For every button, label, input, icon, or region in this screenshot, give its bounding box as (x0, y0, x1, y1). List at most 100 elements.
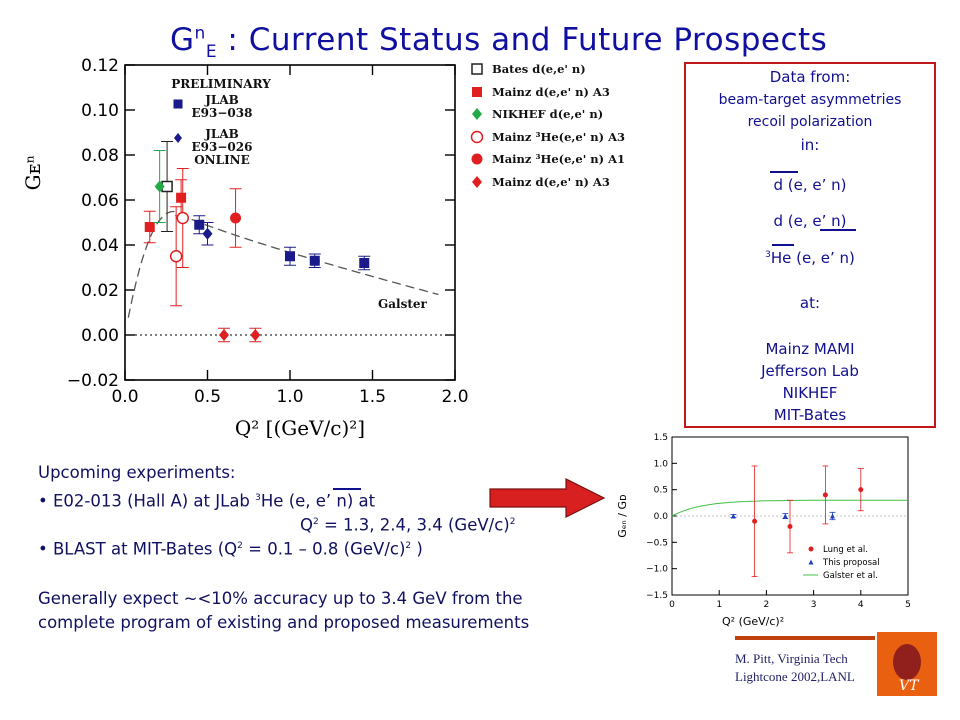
summary-line-2: complete program of existing and propose… (38, 613, 530, 632)
summary-line-1: Generally expect ~<10% accuracy up to 3.… (38, 589, 523, 608)
credit-author: M. Pitt, Virginia Tech (735, 651, 848, 666)
data-point (829, 513, 835, 519)
chart-annotation: JLAB (204, 127, 239, 141)
data-point (822, 492, 828, 498)
legend-marker (471, 63, 483, 75)
data-point (808, 559, 814, 565)
y-tick-label: −0.5 (646, 538, 668, 548)
info-method-2: recoil polarization (747, 114, 873, 130)
data-point (471, 153, 483, 165)
legend-marker (472, 86, 482, 97)
legend-entry: NIKHEF d(e,e' n) (470, 103, 675, 126)
data-point (782, 513, 788, 519)
big-red-arrow-icon (489, 478, 606, 518)
x-tick-label: 4 (858, 600, 864, 610)
data-point (194, 219, 205, 230)
legend-marker (471, 153, 483, 165)
legend-entry: Mainz d(e,e' n) A3 (470, 81, 675, 104)
y-tick-label: 0.08 (81, 146, 119, 166)
x-tick-label: 1.0 (276, 387, 303, 407)
lab-nikhef: NIKHEF (782, 384, 838, 402)
svg-text:VT: VT (899, 678, 920, 694)
y-tick-label: 0.00 (81, 326, 119, 346)
x-tick-label: 2.0 (441, 387, 468, 407)
upcoming-heading: Upcoming experiments: (38, 463, 236, 482)
legend-entry: Mainz d(e,e' n) A3 (470, 171, 675, 194)
data-point (202, 227, 213, 240)
y-tick-label: 0.0 (654, 512, 669, 522)
data-point (176, 192, 187, 203)
credit-conference: Lightcone 2002,LANL (735, 669, 855, 684)
data-point (250, 329, 261, 341)
legend-label: NIKHEF d(e,e' n) (492, 107, 604, 122)
lab-jlab: Jefferson Lab (761, 362, 859, 380)
x-tick-label: 3 (811, 600, 817, 610)
info-heading: Data from: (769, 68, 851, 86)
data-point (154, 180, 165, 193)
y-tick-label: 1.0 (654, 459, 669, 469)
legend-label: Mainz d(e,e' n) A3 (492, 84, 610, 99)
upcoming-q2-values: Q2 = 1.3, 2.4, 3.4 (GeV/c)2 (300, 515, 516, 535)
data-point (787, 524, 793, 530)
hokie-bird-icon: VT (893, 644, 921, 694)
y-tick-label: 0.5 (654, 486, 668, 496)
vector-arrow (772, 244, 794, 246)
y-tick-label: −1.0 (646, 565, 668, 575)
galster-label: Galster (378, 297, 428, 311)
data-point (230, 212, 242, 224)
data-source-box: Data from: beam-target asymmetries recoi… (684, 62, 936, 428)
legend-marker (470, 130, 484, 143)
chart-annotation: JLAB (204, 93, 239, 107)
x-tick-label: 0.5 (194, 387, 221, 407)
gen-main-chart: 0.0 0.5 1.0 1.5 2.0 −0.02 0.00 0.02 0.04 0.06 0.08… (21, 56, 469, 440)
y-tick-label: 0.06 (81, 191, 119, 211)
data-point (176, 211, 189, 225)
data-point (858, 487, 864, 493)
data-point (169, 250, 183, 263)
legend-label: Bates d(e,e' n) (492, 62, 586, 77)
data-point (472, 175, 482, 188)
x-tick-label: 2 (764, 600, 770, 610)
y-axis-label: Gᴇⁿ (21, 155, 45, 191)
x-tick-label: 0.0 (111, 387, 138, 407)
plot-frame (124, 64, 456, 381)
data-point (808, 546, 814, 552)
data-point (471, 63, 483, 75)
data-point (472, 108, 482, 121)
main-chart-legend: Bates d(e,e' n) Mainz d(e,e' n) A3 NIKHEF … (470, 58, 675, 193)
virginia-tech-logo: VT (877, 632, 937, 696)
vector-arrow (820, 229, 856, 231)
info-reaction-3: 3He (e, e’ n) (765, 249, 855, 267)
data-point (359, 258, 370, 268)
vector-arrow (333, 488, 361, 490)
data-point (470, 130, 484, 143)
lab-mainz: Mainz MAMI (765, 340, 855, 358)
x-tick-label: 1 (716, 600, 722, 610)
page-title: GnE : Current Status and Future Prospect… (170, 22, 828, 63)
y-tick-label: 0.10 (81, 101, 119, 121)
legend-label: Lung et al. (823, 545, 868, 555)
x-tick-label: 0 (669, 600, 675, 610)
y-axis-label: Gₑₙ / Gᴅ (616, 494, 629, 538)
legend-label: Galster et al. (823, 571, 878, 581)
upcoming-item-e02-013: • E02-013 (Hall A) at JLab 3He (e, e’ n)… (38, 491, 376, 511)
footer-rule (735, 636, 875, 640)
legend-entry: Mainz ³He(e,e' n) A3 (470, 126, 675, 149)
data-point (219, 329, 229, 341)
upcoming-item-blast: • BLAST at MIT-Bates (Q2 = 0.1 – 0.8 (Ge… (38, 539, 423, 559)
chart-annotation: PRELIMINARY (171, 77, 271, 91)
data-point (173, 99, 183, 109)
info-at: at: (799, 294, 821, 312)
data-point (285, 251, 295, 262)
y-tick-label: 1.5 (654, 433, 668, 443)
legend-label: Mainz d(e,e' n) A3 (492, 174, 610, 189)
info-reaction-1: d (e, e’ n) (773, 176, 847, 194)
vector-arrow (770, 171, 798, 173)
legend-entry: Mainz ³He(e,e' n) A1 (470, 148, 675, 171)
legend-label: This proposal (822, 558, 880, 568)
data-point (309, 255, 320, 266)
info-reaction-2: d (e, e’ n) (773, 212, 847, 230)
data-point (752, 518, 758, 524)
y-tick-label: −1.5 (646, 591, 668, 601)
data-point (472, 86, 482, 97)
